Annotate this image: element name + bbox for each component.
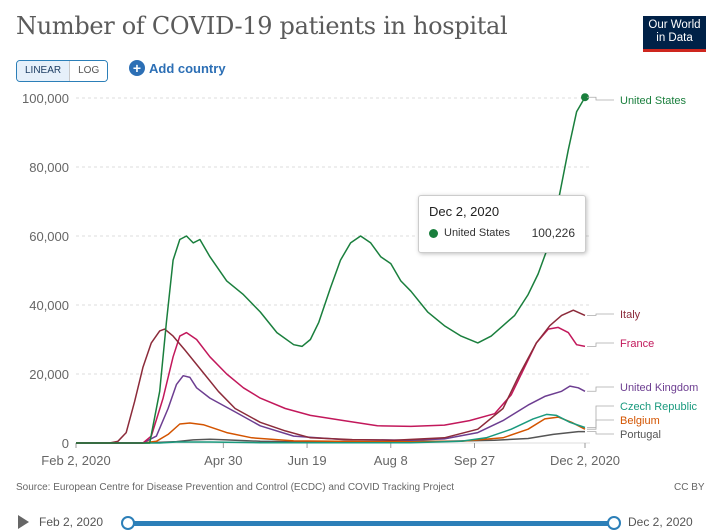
series-label-italy[interactable]: Italy	[620, 309, 641, 321]
logo-line-2: in Data	[656, 32, 693, 44]
tooltip-row: United States 100,226	[429, 226, 575, 240]
x-tick-label: Apr 30	[204, 453, 242, 468]
series-labels: United States Italy France United Kingdom Cz…	[587, 95, 698, 441]
chart-title: Number of COVID-19 patients in hospital	[16, 12, 508, 40]
label-connector	[587, 431, 614, 435]
add-country-button[interactable]: + Add country	[129, 60, 226, 76]
add-country-label: Add country	[149, 60, 226, 76]
series-label-france[interactable]: France	[620, 338, 654, 350]
series-label-united-kingdom[interactable]: United Kingdom	[620, 382, 698, 394]
x-tick-label: Dec 2, 2020	[550, 453, 620, 468]
series-line-united-kingdom[interactable]	[76, 374, 586, 444]
series-line-united-states[interactable]	[76, 96, 586, 444]
timeline-end-label: Dec 2, 2020	[628, 515, 693, 529]
y-tick-label: 80,000	[29, 160, 69, 175]
series-label-portugal[interactable]: Portugal	[620, 429, 661, 441]
series-line-belgium[interactable]	[76, 416, 586, 444]
timeline-start-handle[interactable]	[121, 516, 135, 530]
timeline-end-handle[interactable]	[607, 516, 621, 530]
hover-point	[581, 93, 589, 102]
timeline-slider: Feb 2, 2020 Dec 2, 2020	[0, 510, 723, 530]
timeline-start-label: Feb 2, 2020	[39, 515, 104, 529]
x-tick-label: Feb 2, 2020	[41, 453, 110, 468]
scale-toggle: LINEAR LOG	[16, 60, 109, 82]
y-tick-label: 20,000	[29, 367, 69, 382]
y-tick-label: 100,000	[22, 91, 69, 106]
x-axis-ticks: Feb 2, 2020 Apr 30 Jun 19 Aug 8 Sep 27 Dec 2,…	[41, 443, 620, 468]
label-connector	[587, 313, 614, 316]
series-label-united-states[interactable]: United States	[620, 95, 687, 107]
tooltip-value: 100,226	[531, 226, 575, 240]
hover-tooltip: Dec 2, 2020 United States 100,226	[418, 195, 586, 253]
tooltip-series-dot	[429, 228, 438, 238]
logo-line-1: Our World	[648, 19, 701, 31]
y-axis-ticks: 0 20,000 40,000 60,000 80,000 100,000	[22, 91, 69, 451]
y-tick-label: 0	[62, 436, 69, 451]
x-tick-label: Sep 27	[454, 453, 495, 468]
label-connector	[587, 419, 614, 430]
license-link[interactable]: CC BY	[674, 482, 705, 493]
label-connector	[587, 405, 614, 428]
x-tick-label: Jun 19	[288, 453, 327, 468]
label-connector	[587, 386, 614, 392]
series-label-czech-republic[interactable]: Czech Republic	[620, 401, 698, 413]
log-scale-button[interactable]: LOG	[70, 61, 108, 81]
owid-logo[interactable]: Our World in Data	[643, 16, 706, 52]
y-tick-label: 60,000	[29, 229, 69, 244]
linear-scale-button[interactable]: LINEAR	[17, 61, 71, 81]
label-connector	[587, 96, 614, 101]
series-lines	[76, 93, 589, 444]
play-icon[interactable]	[18, 515, 29, 529]
plus-icon: +	[129, 60, 145, 76]
tooltip-date: Dec 2, 2020	[429, 204, 500, 219]
series-label-belgium[interactable]: Belgium	[620, 415, 660, 427]
series-line-czech-republic[interactable]	[76, 413, 586, 444]
source-note: Source: European Centre for Disease Prev…	[16, 482, 454, 493]
tooltip-series-name: United States	[444, 227, 511, 239]
x-tick-label: Aug 8	[374, 453, 408, 468]
y-tick-label: 40,000	[29, 298, 69, 313]
label-connector	[587, 342, 614, 347]
series-line-italy[interactable]	[76, 309, 586, 444]
line-chart: 0 20,000 40,000 60,000 80,000 100,000 Feb 2, …	[22, 91, 698, 468]
